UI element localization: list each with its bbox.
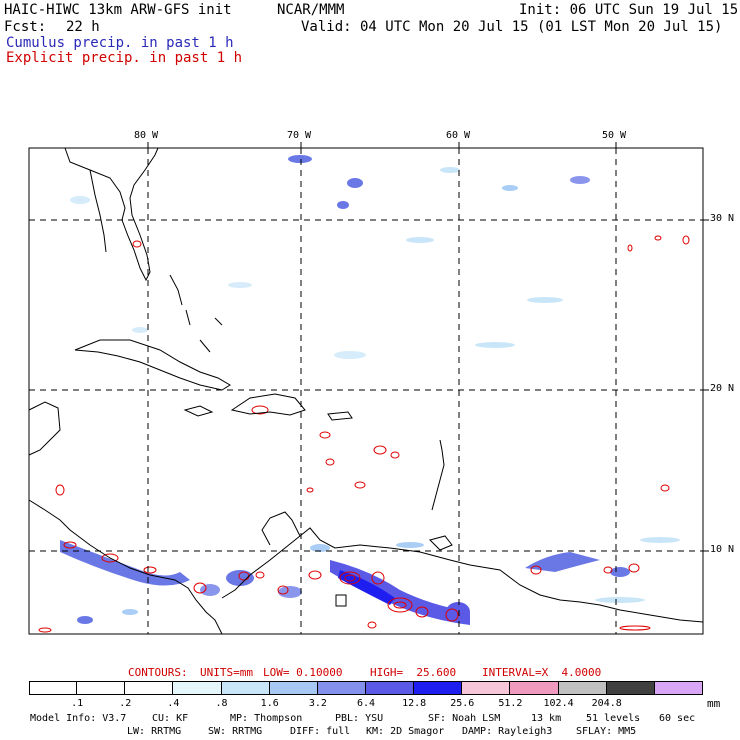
colorbar-tick-label: .2 [119,698,132,709]
colorbar-unit: mm [707,697,721,710]
colorbar-swatch [366,681,415,695]
colorbar-swatch [414,681,463,695]
colorbar-tick-label: 204.8 [591,698,622,709]
colorbar-swatch [125,681,174,695]
lon-label-80w: 80 W [134,130,159,141]
colorbar-tick-label: 51.2 [498,698,523,709]
model-info-diff: DIFF: full [290,726,351,737]
model-info-sflay: SFLAY: MM5 [576,726,637,737]
contours-low: LOW= 0.10000 [263,666,343,679]
colorbar-tick-label: 6.4 [356,698,376,709]
colorbar-swatch [558,681,607,695]
cumulus-precip-field [60,155,680,625]
colorbar-tick-label: .4 [167,698,180,709]
colorbar-tick-label: 12.8 [402,698,427,709]
model-title: HAIC-HIWC 13km ARW-GFS init [4,2,232,18]
contours-interval: INTERVAL=X 4.0000 [482,666,602,679]
colorbar-swatch [606,681,655,695]
contours-units: UNITS=mm [200,666,253,679]
model-info-sf: SF: Noah LSM [428,713,501,724]
model-info-km: KM: 2D Smagor [366,726,445,737]
map-frame [28,147,704,635]
model-info-levels: 51 levels [586,713,641,724]
lon-label-50w: 50 W [602,130,627,141]
institution-label: NCAR/MMM [277,2,345,18]
valid-time: Valid: 04 UTC Mon 20 Jul 15 (01 LST Mon … [301,19,723,35]
colorbar-swatch [173,681,222,695]
explicit-legend: Explicit precip. in past 1 h [6,50,243,66]
axis-ticks [147,142,709,552]
colorbar-frame [29,681,703,695]
model-info-mp: MP: Thompson [230,713,303,724]
colorbar-tick-label: 102.4 [543,698,574,709]
colorbar-swatch [317,681,366,695]
lon-label-70w: 70 W [287,130,312,141]
colorbar-swatch [29,681,78,695]
colorbar-swatch [77,681,126,695]
model-info-lw: LW: RRTMG [127,726,182,737]
forecast-hour: 22 h [66,19,100,35]
model-info-sw: SW: RRTMG [208,726,263,737]
colorbar-swatch [221,681,270,695]
max-marker [335,594,347,607]
model-info-resolution: 13 km [531,713,562,724]
colorbar-tick-label: 25.6 [450,698,475,709]
colorbar-swatch [269,681,318,695]
model-info-timestep: 60 sec [659,713,696,724]
model-info-pbl: PBL: YSU [335,713,384,724]
model-info-damp: DAMP: Rayleigh3 [462,726,553,737]
cumulus-legend: Cumulus precip. in past 1 h [6,35,234,51]
contours-label: CONTOURS: [128,666,188,679]
contours-high: HIGH= 25.600 [370,666,457,679]
lon-label-60w: 60 W [446,130,471,141]
colorbar-tick-label: .1 [71,698,84,709]
colorbar-swatch [462,681,511,695]
init-time: Init: 06 UTC Sun 19 Jul 15 [519,2,739,18]
colorbar-tick-label: .8 [215,698,228,709]
colorbar-tick-label: 3.2 [308,698,327,709]
lat-label-20n: 20 N [710,383,735,394]
lat-lon-grid [29,148,703,634]
lat-label-30n: 30 N [710,213,735,224]
colorbar-swatch [510,681,559,695]
lat-label-10n: 10 N [710,544,735,555]
coastlines [28,147,704,635]
forecast-label: Fcst: [4,19,47,35]
model-info-version: Model Info: V3.7 [30,713,127,724]
colorbar-tick-label: 1.6 [260,698,279,709]
model-info-cu: CU: KF [152,713,189,724]
explicit-precip-contours [38,235,690,633]
